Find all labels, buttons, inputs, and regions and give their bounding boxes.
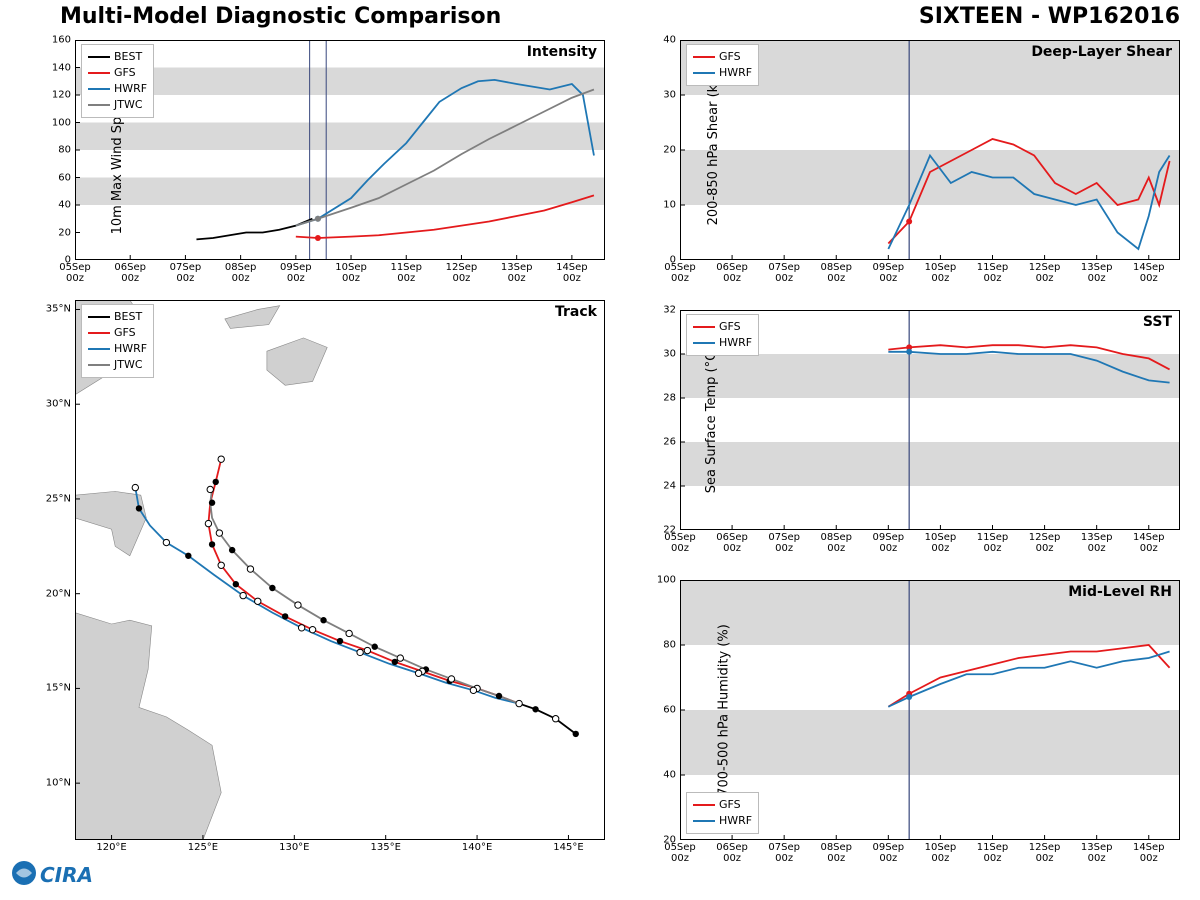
xtick: 14Sep 00z xyxy=(1133,262,1165,284)
ytick: 24 xyxy=(646,481,676,492)
xtick: 14Sep 00z xyxy=(556,262,588,284)
ytick: 40 xyxy=(646,35,676,46)
xtick: 09Sep 00z xyxy=(873,842,905,864)
xtick: 13Sep 00z xyxy=(501,262,533,284)
xtick: 12Sep 00z xyxy=(1029,532,1061,554)
xtick: 07Sep 00z xyxy=(170,262,202,284)
ytick: 10°N xyxy=(35,778,71,789)
xtick: 05Sep 00z xyxy=(664,262,696,284)
xtick: 10Sep 00z xyxy=(335,262,367,284)
xtick: 08Sep 00z xyxy=(820,842,852,864)
legend: GFSHWRF xyxy=(686,792,759,834)
panel-sst: SSTSea Surface Temp (°C)22242628303205Se… xyxy=(680,310,1180,530)
panel-label: SST xyxy=(1143,314,1172,330)
ytick: 35°N xyxy=(35,304,71,315)
legend: BESTGFSHWRFJTWC xyxy=(81,44,154,118)
ytick: 100 xyxy=(646,575,676,586)
panel-intensity: Intensity10m Max Wind Speed (kt)02040608… xyxy=(75,40,605,260)
xtick: 07Sep 00z xyxy=(768,532,800,554)
xtick: 09Sep 00z xyxy=(280,262,312,284)
xtick: 05Sep 00z xyxy=(664,532,696,554)
xtick: 11Sep 00z xyxy=(977,262,1009,284)
xtick: 135°E xyxy=(370,842,400,853)
xtick: 08Sep 00z xyxy=(820,532,852,554)
xtick: 10Sep 00z xyxy=(925,262,957,284)
ytick: 20 xyxy=(41,227,71,238)
xtick: 145°E xyxy=(553,842,583,853)
ytick: 30 xyxy=(646,349,676,360)
xtick: 140°E xyxy=(462,842,492,853)
panel-track: Track120°E125°E130°E135°E140°E145°E10°N1… xyxy=(75,300,605,840)
ytick: 160 xyxy=(41,35,71,46)
ytick: 15°N xyxy=(35,683,71,694)
ytick: 28 xyxy=(646,393,676,404)
ytick: 100 xyxy=(41,117,71,128)
xtick: 120°E xyxy=(96,842,126,853)
xtick: 13Sep 00z xyxy=(1081,842,1113,864)
panel-rh: Mid-Level RH700-500 hPa Humidity (%)2040… xyxy=(680,580,1180,840)
xtick: 14Sep 00z xyxy=(1133,532,1165,554)
xtick: 07Sep 00z xyxy=(768,262,800,284)
ytick: 25°N xyxy=(35,493,71,504)
ytick: 32 xyxy=(646,305,676,316)
ytick: 30°N xyxy=(35,399,71,410)
xtick: 12Sep 00z xyxy=(1029,842,1061,864)
xtick: 13Sep 00z xyxy=(1081,532,1113,554)
legend: GFSHWRF xyxy=(686,314,759,356)
xtick: 12Sep 00z xyxy=(446,262,478,284)
xtick: 09Sep 00z xyxy=(873,262,905,284)
xtick: 06Sep 00z xyxy=(716,262,748,284)
ytick: 10 xyxy=(646,200,676,211)
ytick: 26 xyxy=(646,437,676,448)
xtick: 06Sep 00z xyxy=(716,532,748,554)
ytick: 60 xyxy=(41,172,71,183)
y-axis-label: 700-500 hPa Humidity (%) xyxy=(716,624,731,796)
xtick: 06Sep 00z xyxy=(114,262,146,284)
xtick: 09Sep 00z xyxy=(873,532,905,554)
ytick: 20°N xyxy=(35,588,71,599)
main-title-right: SIXTEEN - WP162016 xyxy=(919,4,1180,29)
legend: BESTGFSHWRFJTWC xyxy=(81,304,154,378)
cira-logo: CIRA xyxy=(10,852,100,894)
panel-label: Intensity xyxy=(527,44,597,60)
ytick: 80 xyxy=(646,640,676,651)
xtick: 14Sep 00z xyxy=(1133,842,1165,864)
xtick: 05Sep 00z xyxy=(59,262,91,284)
legend: GFSHWRF xyxy=(686,44,759,86)
xtick: 07Sep 00z xyxy=(768,842,800,864)
xtick: 130°E xyxy=(279,842,309,853)
xtick: 08Sep 00z xyxy=(225,262,257,284)
ytick: 30 xyxy=(646,90,676,101)
main-title-left: Multi-Model Diagnostic Comparison xyxy=(60,4,501,29)
ytick: 60 xyxy=(646,705,676,716)
panel-label: Deep-Layer Shear xyxy=(1031,44,1172,60)
xtick: 11Sep 00z xyxy=(390,262,422,284)
xtick: 08Sep 00z xyxy=(820,262,852,284)
xtick: 10Sep 00z xyxy=(925,532,957,554)
xtick: 05Sep 00z xyxy=(664,842,696,864)
svg-text:CIRA: CIRA xyxy=(40,863,93,887)
panel-shear: Deep-Layer Shear200-850 hPa Shear (kt)01… xyxy=(680,40,1180,260)
ytick: 20 xyxy=(646,145,676,156)
ytick: 120 xyxy=(41,90,71,101)
panel-label: Mid-Level RH xyxy=(1068,584,1172,600)
panel-label: Track xyxy=(555,304,597,320)
xtick: 10Sep 00z xyxy=(925,842,957,864)
y-axis-label: 200-850 hPa Shear (kt) xyxy=(706,75,721,226)
ytick: 40 xyxy=(41,200,71,211)
xtick: 125°E xyxy=(188,842,218,853)
ytick: 80 xyxy=(41,145,71,156)
xtick: 11Sep 00z xyxy=(977,842,1009,864)
xtick: 06Sep 00z xyxy=(716,842,748,864)
ytick: 140 xyxy=(41,62,71,73)
ytick: 40 xyxy=(646,770,676,781)
y-axis-label: Sea Surface Temp (°C) xyxy=(704,347,719,494)
xtick: 12Sep 00z xyxy=(1029,262,1061,284)
xtick: 11Sep 00z xyxy=(977,532,1009,554)
xtick: 13Sep 00z xyxy=(1081,262,1113,284)
